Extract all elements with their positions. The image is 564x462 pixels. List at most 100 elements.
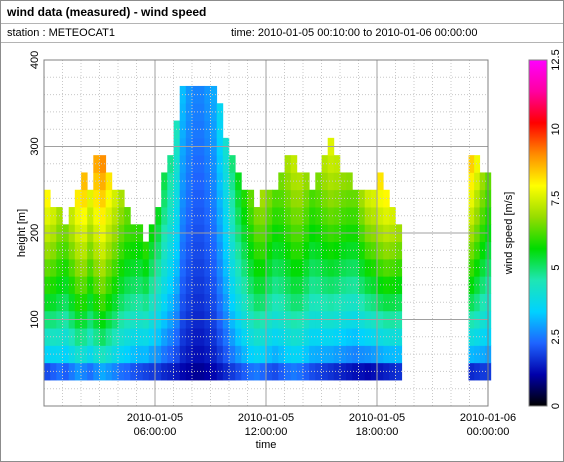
heatmap-cell	[333, 293, 341, 312]
heatmap-cell	[247, 276, 255, 294]
heatmap-cell	[468, 155, 475, 173]
heatmap-cell	[81, 172, 88, 191]
heatmap-cell	[352, 189, 359, 208]
colorbar-tick-label: 7.5	[550, 191, 562, 206]
heatmap-cell	[346, 172, 353, 191]
heatmap-cell	[222, 293, 230, 312]
heatmap-cell	[247, 241, 255, 260]
heatmap-cell	[253, 241, 261, 260]
heatmap-cell	[327, 362, 335, 381]
heatmap-cell	[136, 293, 144, 312]
heatmap-cell	[105, 207, 113, 225]
colorbar-tick-label: 5	[550, 265, 562, 271]
heatmap-cell	[235, 293, 242, 312]
heatmap-cell	[111, 276, 119, 294]
heatmap-cell	[87, 241, 94, 260]
heatmap-cell	[296, 258, 304, 277]
heatmap-cell	[99, 241, 107, 260]
x-tick-label-date: 2010-01-05	[238, 412, 294, 424]
heatmap-cell	[185, 189, 193, 208]
heatmap-cell	[346, 362, 353, 381]
heatmap-cell	[364, 207, 372, 225]
heatmap-cell	[364, 258, 372, 277]
heatmap-cell	[229, 241, 236, 260]
heatmap-cell	[364, 345, 372, 364]
heatmap-cell	[333, 258, 341, 277]
heatmap-cell	[111, 189, 119, 208]
y-tick-label: 200	[29, 224, 41, 242]
heatmap-cell	[198, 241, 205, 260]
heatmap-cell	[235, 362, 242, 381]
heatmap-cell	[327, 172, 335, 191]
heatmap-cell	[352, 241, 359, 260]
heatmap-cell	[247, 293, 255, 312]
heatmap-cell	[222, 362, 230, 381]
heatmap-cell	[474, 276, 481, 294]
heatmap-cell	[185, 258, 193, 277]
colorbar-tick-label: 2.5	[550, 329, 562, 344]
heatmap-cell	[235, 189, 242, 208]
heatmap-cell	[210, 293, 218, 312]
heatmap-cell	[229, 155, 236, 173]
heatmap-cell	[222, 172, 230, 191]
heatmap-cell	[118, 241, 125, 260]
heatmap-cell	[204, 328, 211, 346]
y-tick-label: 100	[29, 310, 41, 328]
heatmap-cell	[321, 258, 329, 277]
heatmap-cell	[118, 189, 125, 208]
y-axis-ticks: 100 200 300 400	[29, 51, 41, 329]
heatmap-cell	[333, 362, 341, 381]
heatmap-cell	[99, 207, 107, 225]
heatmap-cell	[142, 345, 150, 364]
heatmap-cell	[185, 207, 193, 225]
heatmap-cell	[198, 85, 205, 104]
heatmap-cell	[364, 293, 372, 312]
heatmap-cell	[229, 328, 236, 346]
heatmap-cell	[321, 293, 329, 312]
colorbar-tick-label: 10	[550, 123, 562, 135]
heatmap-cell	[185, 241, 193, 260]
heatmap-cell	[333, 155, 341, 173]
heatmap-cell	[235, 258, 242, 277]
heatmap-cell	[204, 172, 211, 191]
title-bar: wind data (measured) - wind speed	[1, 1, 563, 24]
heatmap-cell	[99, 293, 107, 312]
heatmap-cell	[124, 276, 131, 294]
heatmap-cell	[253, 258, 261, 277]
heatmap-cell	[118, 345, 125, 364]
heatmap-cell	[321, 189, 329, 208]
heatmap-cell	[315, 328, 322, 346]
heatmap-cell	[99, 172, 107, 191]
heatmap-cell	[241, 328, 248, 346]
heatmap-cell	[81, 362, 88, 381]
heatmap-cell	[364, 328, 372, 346]
heatmap-cell	[222, 276, 230, 294]
heatmap-cell	[468, 276, 475, 294]
heatmap-cell	[204, 276, 211, 294]
heatmap-cell	[93, 241, 100, 260]
heatmap-cell	[309, 345, 316, 364]
heatmap-cell	[204, 241, 211, 260]
heatmap-cell	[333, 328, 341, 346]
heatmap-cell	[358, 362, 366, 381]
heatmap-cell	[303, 276, 310, 294]
heatmap-cell	[340, 328, 347, 346]
heatmap-cell	[81, 241, 88, 260]
heatmap-cell	[229, 189, 236, 208]
heatmap-cell	[468, 293, 475, 312]
heatmap-cell	[87, 258, 94, 277]
heatmap-cell	[296, 207, 304, 225]
heatmap-cell	[358, 293, 366, 312]
heatmap-cell	[99, 155, 107, 173]
heatmap-cell	[229, 362, 236, 381]
heatmap-cell	[229, 258, 236, 277]
heatmap-cell	[222, 345, 230, 364]
heatmap-cell	[241, 207, 248, 225]
heatmap-cell	[142, 293, 150, 312]
heatmap-cell	[74, 276, 82, 294]
heatmap-cell	[346, 276, 353, 294]
heatmap-cell	[352, 276, 359, 294]
x-tick-label-time: 00:00:00	[467, 426, 510, 438]
heatmap-cell	[124, 362, 131, 381]
heatmap-cell	[192, 328, 199, 346]
